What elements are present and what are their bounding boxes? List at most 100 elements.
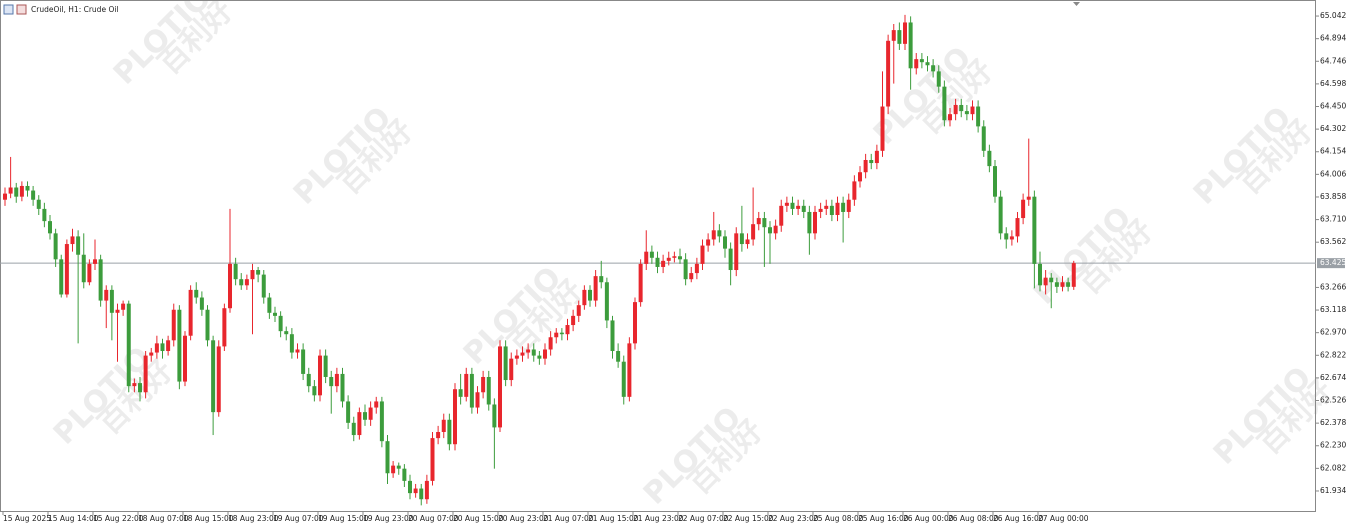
candle-body bbox=[239, 279, 244, 286]
candle-body bbox=[385, 441, 390, 474]
candle-body bbox=[413, 488, 418, 494]
candle-body bbox=[374, 401, 379, 408]
candle-body bbox=[1060, 282, 1065, 287]
candle-body bbox=[644, 251, 649, 264]
x-tick-label: 20 Aug 07:00 bbox=[408, 514, 459, 523]
candle-body bbox=[841, 202, 846, 212]
candle-body bbox=[357, 412, 362, 436]
candle-body bbox=[604, 282, 609, 321]
candle-body bbox=[160, 343, 165, 352]
candle-body bbox=[588, 289, 592, 301]
y-tick-label: 64.450 bbox=[1320, 102, 1346, 111]
candle-body bbox=[981, 126, 986, 151]
candle-body bbox=[880, 106, 885, 151]
candle-body bbox=[554, 332, 559, 338]
candle-body bbox=[1054, 282, 1059, 287]
candle-body bbox=[801, 205, 806, 212]
candle-body bbox=[548, 337, 553, 350]
candle-body bbox=[942, 86, 947, 121]
candle-body bbox=[908, 22, 913, 69]
y-tick-label: 64.894 bbox=[1320, 34, 1346, 43]
candle-body bbox=[599, 276, 604, 283]
candle-body bbox=[93, 259, 97, 264]
candle-body bbox=[756, 218, 761, 225]
candle-body bbox=[987, 150, 992, 167]
x-tick-label: 21 Aug 07:00 bbox=[543, 514, 594, 523]
y-tick-label: 63.118 bbox=[1320, 305, 1346, 314]
candle-body bbox=[649, 251, 654, 258]
candle-body bbox=[936, 71, 941, 87]
y-tick-label: 63.562 bbox=[1320, 237, 1346, 246]
y-tick-label: 62.378 bbox=[1320, 418, 1346, 427]
y-tick-label: 64.006 bbox=[1320, 169, 1346, 178]
candle-body bbox=[346, 401, 351, 423]
candle-body bbox=[1043, 277, 1048, 286]
candle-body bbox=[379, 401, 384, 442]
candle-body bbox=[1038, 263, 1042, 286]
y-tick-label: 64.154 bbox=[1320, 147, 1346, 156]
candle-body bbox=[993, 166, 997, 197]
candle-body bbox=[334, 373, 339, 387]
candle-body bbox=[784, 202, 789, 206]
candle-body bbox=[323, 355, 328, 377]
candle-body bbox=[835, 202, 840, 216]
candle-body bbox=[610, 320, 615, 352]
candle-body bbox=[1071, 263, 1076, 287]
candle-body bbox=[627, 343, 632, 397]
candle-body bbox=[222, 308, 227, 347]
candle-body bbox=[498, 346, 502, 428]
candle-body bbox=[571, 315, 576, 326]
candle-body bbox=[734, 233, 739, 271]
candle-body bbox=[391, 465, 396, 474]
candle-body bbox=[1009, 236, 1014, 240]
candle-body bbox=[666, 257, 671, 261]
candle-body bbox=[683, 259, 688, 280]
x-tick-label: 22 Aug 15:00 bbox=[723, 514, 774, 523]
candle-body bbox=[1032, 196, 1037, 264]
candle-body bbox=[874, 150, 879, 164]
candle-body bbox=[312, 386, 317, 396]
candle-body bbox=[543, 349, 547, 359]
candle-body bbox=[852, 181, 857, 200]
candle-body bbox=[363, 412, 367, 420]
candle-body bbox=[796, 205, 801, 209]
candle-body bbox=[408, 480, 412, 494]
candle-body bbox=[126, 303, 131, 387]
x-tick-label: 18 Aug 15:00 bbox=[183, 514, 234, 523]
candle-body bbox=[1026, 196, 1031, 200]
candle-body bbox=[81, 254, 86, 283]
chart-icon[interactable] bbox=[16, 4, 27, 15]
x-tick-label: 26 Aug 16:00 bbox=[993, 514, 1044, 523]
candle-body bbox=[132, 383, 137, 387]
candle-body bbox=[723, 236, 727, 249]
candle-body bbox=[48, 221, 52, 234]
candle-body bbox=[492, 404, 497, 428]
candle-body bbox=[351, 422, 356, 436]
candle-body bbox=[36, 199, 41, 209]
candle-body bbox=[1015, 218, 1020, 237]
candle-body bbox=[593, 276, 598, 301]
candle-body bbox=[486, 376, 491, 405]
candle-body bbox=[964, 111, 969, 115]
candle-body bbox=[3, 193, 7, 200]
candle-body bbox=[829, 205, 834, 216]
candle-body bbox=[59, 259, 64, 295]
candle-body bbox=[284, 331, 289, 335]
candle-body bbox=[447, 419, 452, 445]
candle-body bbox=[42, 208, 47, 222]
candle-body bbox=[633, 302, 637, 344]
candle-body bbox=[919, 59, 924, 63]
menu-icon[interactable] bbox=[3, 4, 14, 15]
candle-body bbox=[143, 355, 148, 393]
candle-body bbox=[509, 358, 514, 381]
x-tick-label: 26 Aug 00:00 bbox=[903, 514, 954, 523]
candle-body bbox=[728, 248, 733, 271]
candle-body bbox=[638, 263, 643, 303]
candle-body bbox=[565, 325, 570, 335]
x-tick-label: 21 Aug 15:00 bbox=[588, 514, 639, 523]
candle-body bbox=[959, 104, 964, 112]
y-tick-label: 62.674 bbox=[1320, 373, 1346, 382]
candle-body bbox=[1004, 233, 1009, 240]
candle-body bbox=[582, 289, 587, 306]
candle-body bbox=[166, 340, 171, 352]
